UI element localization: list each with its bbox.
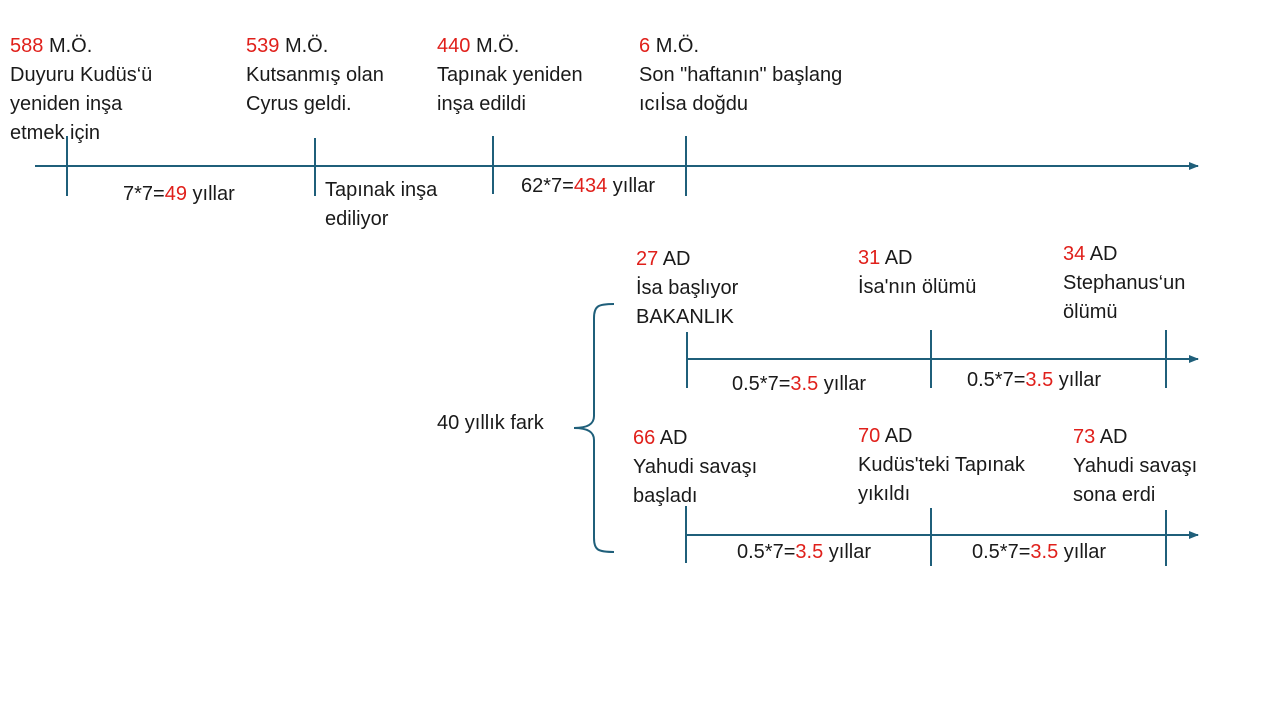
event-text: Kutsanmış olan [246, 64, 384, 86]
event-era: AD [1099, 426, 1128, 448]
event-text: etmek için [10, 122, 101, 144]
event-text: Stephanus‘un [1063, 272, 1186, 294]
interval-unit: yıllar [823, 541, 871, 563]
interval-formula: 0.5*7= [732, 373, 791, 395]
event-year: 539 [246, 35, 280, 57]
event-text: ölümü [1063, 301, 1118, 323]
event-text: BAKANLIK [636, 306, 734, 328]
event-year: 34 [1063, 243, 1086, 265]
event-year: 73 [1073, 426, 1096, 448]
event-440: 440 M.Ö. Tapınak yeniden inşa edildi [437, 32, 583, 119]
event-539: 539 M.Ö. Kutsanmış olan Cyrus geldi. [246, 32, 384, 119]
event-text: Yahudi savaşı [633, 456, 758, 478]
event-era: M.Ö. [655, 35, 700, 57]
event-era: AD [884, 425, 913, 447]
event-66: 66 AD Yahudi savaşı başladı [633, 424, 757, 511]
interval-434-years: 62*7=434 yıllar [521, 172, 655, 201]
event-era: AD [659, 427, 688, 449]
interval-value: 3.5 [1025, 369, 1054, 391]
event-31: 31 AD İsa'nın ölümü [858, 244, 976, 302]
interval-unit: yıllar [1053, 369, 1101, 391]
event-6: 6 M.Ö. Son "haftanın" başlang ıcıİsa doğ… [639, 32, 842, 119]
event-date: 588 M.Ö. [10, 32, 152, 61]
interval-49-years: 7*7=49 yıllar [123, 180, 235, 209]
event-text: İsa başlıyor [636, 277, 739, 299]
event-date: 31 AD [858, 244, 976, 273]
interval-value: 434 [573, 175, 608, 197]
event-date: 73 AD [1073, 423, 1197, 452]
event-year: 6 [639, 35, 651, 57]
event-70: 70 AD Kudüs'teki Tapınak yıkıldı [858, 422, 1025, 509]
note-text: ediliyor [325, 208, 389, 230]
interval-value: 49 [164, 183, 187, 205]
event-date: 6 M.Ö. [639, 32, 842, 61]
event-era: M.Ö. [475, 35, 520, 57]
event-text: ıcıİsa doğdu [639, 93, 748, 115]
event-era: AD [884, 247, 913, 269]
event-year: 440 [437, 35, 471, 57]
event-text: Yahudi savaşı [1073, 455, 1198, 477]
interval-formula: 7*7= [123, 183, 165, 205]
event-year: 588 [10, 35, 44, 57]
interval-formula: 0.5*7= [737, 541, 796, 563]
interval-unit: yıllar [818, 373, 866, 395]
event-date: 27 AD [636, 245, 738, 274]
temple-construction-note: Tapınak inşa ediliyor [325, 176, 437, 234]
event-34: 34 AD Stephanus‘un ölümü [1063, 240, 1185, 327]
event-text: Son "haftanın" başlang [639, 64, 843, 86]
event-year: 27 [636, 248, 659, 270]
interval-3-5-years: 0.5*7=3.5 yıllar [972, 538, 1106, 567]
event-date: 70 AD [858, 422, 1025, 451]
event-date: 66 AD [633, 424, 757, 453]
gap-label: 40 yıllık fark [437, 412, 544, 434]
event-text: başladı [633, 485, 698, 507]
event-era: AD [1089, 243, 1118, 265]
event-text: yıkıldı [858, 483, 911, 505]
event-text: Tapınak yeniden [437, 64, 583, 86]
event-text: İsa'nın ölümü [858, 276, 977, 298]
event-text: Cyrus geldi. [246, 93, 352, 115]
event-year: 70 [858, 425, 881, 447]
interval-formula: 0.5*7= [972, 541, 1031, 563]
interval-3-5-years: 0.5*7=3.5 yıllar [737, 538, 871, 567]
interval-unit: yıllar [186, 183, 235, 205]
event-text: Kudüs'teki Tapınak [858, 454, 1025, 476]
interval-value: 3.5 [790, 373, 819, 395]
interval-3-5-years: 0.5*7=3.5 yıllar [732, 370, 866, 399]
event-date: 539 M.Ö. [246, 32, 384, 61]
event-588: 588 M.Ö. Duyuru Kudüs‘ü yeniden inşa etm… [10, 32, 152, 148]
interval-3-5-years: 0.5*7=3.5 yıllar [967, 366, 1101, 395]
event-text: sona erdi [1073, 484, 1156, 506]
note-text: Tapınak inşa [325, 179, 438, 201]
event-year: 66 [633, 427, 656, 449]
interval-unit: yıllar [607, 175, 656, 197]
interval-unit: yıllar [1058, 541, 1106, 563]
gap-brace [573, 303, 615, 553]
interval-value: 3.5 [795, 541, 824, 563]
event-text: Duyuru Kudüs‘ü [10, 64, 153, 86]
interval-formula: 62*7= [521, 175, 574, 197]
event-year: 31 [858, 247, 881, 269]
event-73: 73 AD Yahudi savaşı sona erdi [1073, 423, 1197, 510]
event-era: AD [662, 248, 691, 270]
event-date: 440 M.Ö. [437, 32, 583, 61]
event-text: yeniden inşa [10, 93, 123, 115]
event-era: M.Ö. [284, 35, 329, 57]
event-text: inşa edildi [437, 93, 526, 115]
interval-value: 3.5 [1030, 541, 1059, 563]
event-27: 27 AD İsa başlıyor BAKANLIK [636, 245, 738, 332]
interval-formula: 0.5*7= [967, 369, 1026, 391]
event-era: M.Ö. [48, 35, 93, 57]
event-date: 34 AD [1063, 240, 1185, 269]
